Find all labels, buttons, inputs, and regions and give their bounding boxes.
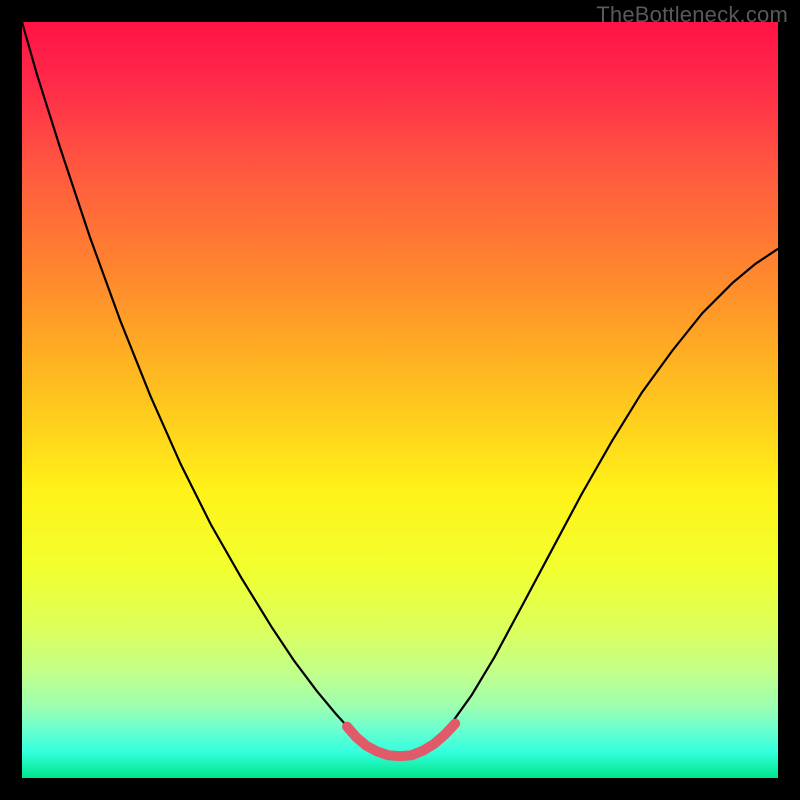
curve-layer	[22, 22, 778, 778]
plot-area	[22, 22, 778, 778]
bottleneck-curve	[22, 22, 778, 756]
watermark-text: TheBottleneck.com	[596, 2, 788, 28]
flat-region-highlight	[347, 724, 455, 757]
chart-frame: TheBottleneck.com	[0, 0, 800, 800]
